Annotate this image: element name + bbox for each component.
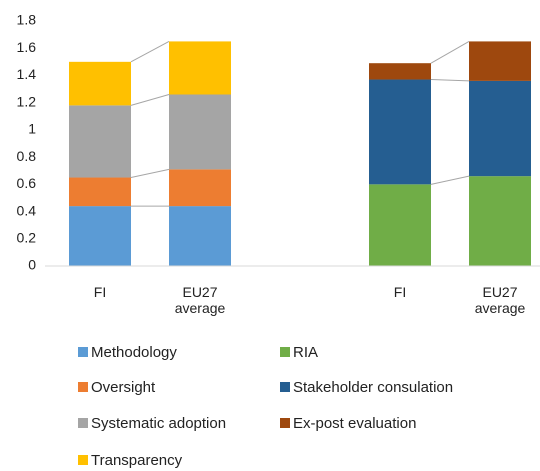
bar-segment bbox=[469, 80, 531, 177]
connector-line bbox=[430, 40, 470, 64]
connector-line bbox=[430, 79, 470, 82]
legend-label: Oversight bbox=[91, 379, 156, 396]
connector-line bbox=[430, 175, 470, 185]
bar-segment bbox=[469, 41, 531, 81]
legend-label: RIA bbox=[293, 344, 318, 361]
bar-segment bbox=[369, 184, 431, 266]
y-tick-label: 0 bbox=[28, 257, 36, 273]
legend-swatch bbox=[280, 382, 290, 392]
x-tick-label: EU27 average bbox=[174, 284, 226, 316]
legend-swatch bbox=[78, 347, 88, 357]
legend-label: Systematic adoption bbox=[91, 415, 226, 432]
legend-label: Methodology bbox=[91, 344, 177, 361]
legend-swatch bbox=[280, 418, 290, 428]
connector-line bbox=[130, 94, 170, 106]
bar-segment bbox=[169, 169, 231, 207]
legend-swatch bbox=[78, 418, 88, 428]
y-tick-label: 0.8 bbox=[17, 148, 37, 164]
y-tick-label: 1.6 bbox=[17, 39, 37, 55]
x-tick-label: FI bbox=[93, 284, 107, 300]
connector-line bbox=[130, 168, 170, 179]
y-tick-label: 1.8 bbox=[17, 12, 37, 28]
bar-segment bbox=[369, 79, 431, 185]
y-tick-label: 0.4 bbox=[17, 202, 37, 218]
y-tick-label: 0.2 bbox=[17, 229, 37, 245]
y-tick-label: 0.6 bbox=[17, 175, 37, 191]
bar-segment bbox=[69, 105, 131, 178]
bar-segment bbox=[469, 176, 531, 266]
y-tick-label: 1 bbox=[28, 121, 36, 137]
legend-label: Stakeholder consulation bbox=[293, 379, 453, 396]
x-tick-label: FI bbox=[393, 284, 407, 300]
legend-swatch bbox=[78, 455, 88, 465]
legend-swatch bbox=[280, 347, 290, 357]
bar-segment bbox=[169, 94, 231, 170]
bar-segment bbox=[69, 61, 131, 106]
y-tick-label: 1.4 bbox=[17, 66, 37, 82]
x-tick-label: EU27 average bbox=[474, 284, 526, 316]
legend-swatch bbox=[78, 382, 88, 392]
connector-line bbox=[130, 40, 170, 63]
bar-segment bbox=[69, 206, 131, 266]
legend-label: Ex-post evaluation bbox=[293, 415, 416, 432]
legend-label: Transparency bbox=[91, 452, 183, 469]
bar-segment bbox=[169, 41, 231, 95]
bar-segment bbox=[69, 177, 131, 207]
bar-segment bbox=[169, 206, 231, 266]
bar-segment bbox=[369, 63, 431, 80]
y-tick-label: 1.2 bbox=[17, 93, 37, 109]
